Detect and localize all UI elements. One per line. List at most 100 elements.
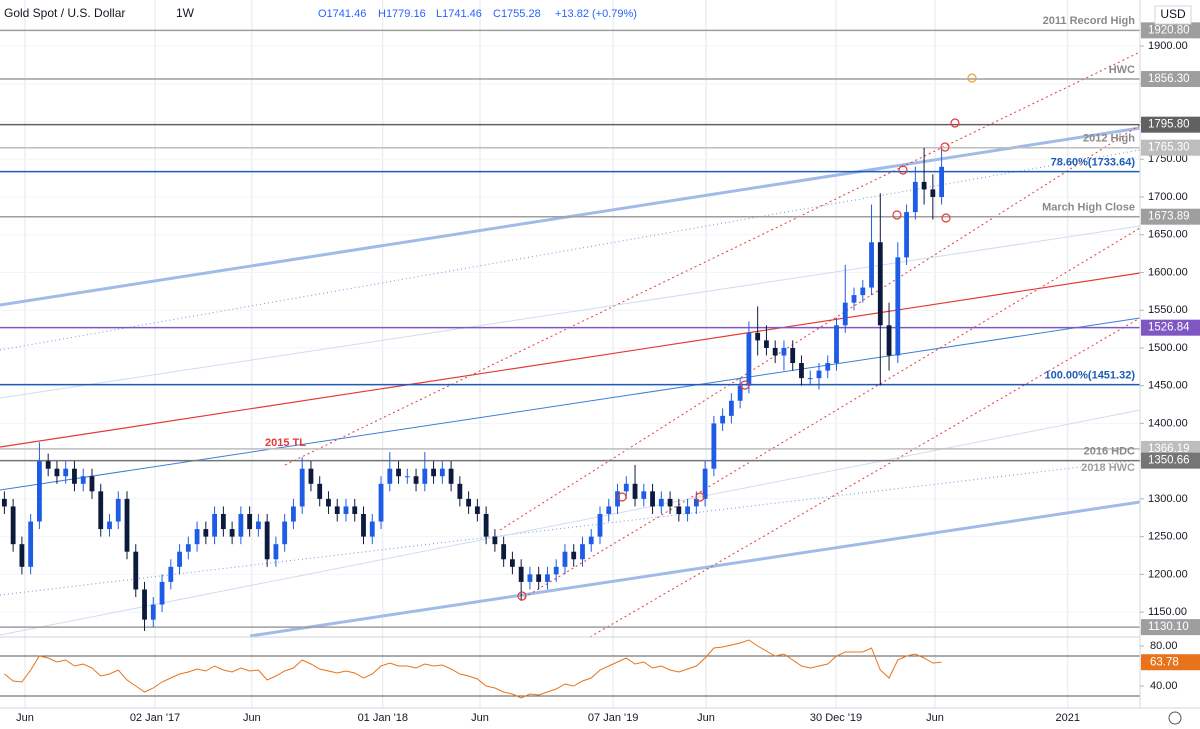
candle-body [404,476,410,478]
candle-body [851,295,857,303]
candle-body [650,491,655,507]
currency: USD [1160,7,1186,21]
candle-body [115,498,121,522]
level-box [1141,116,1200,133]
candle-body [781,347,787,356]
candle-body [45,461,51,469]
ohlc-open: O1741.46 [318,8,366,20]
x-tick-label: Jun [243,712,261,724]
candle-body [790,347,796,364]
candle-body [728,400,734,416]
candle-body [536,574,542,582]
y-tick-label: 1700.00 [1148,191,1188,203]
marker [941,213,951,223]
channel-line [0,225,1141,399]
candle-body [571,551,577,560]
candle-body [904,212,909,258]
rsi-tick-label: 80.00 [1150,640,1178,652]
candle-body [658,498,664,507]
axes: Jun 02 Jan '17 Jun 01 Jan '18 Jun 07 Jan '19 J… [16,22,1200,724]
level-label: 1765.30 [1148,142,1190,154]
level-note: 78.60%(1733.64) [1051,157,1136,169]
x-tick-label: Jun [471,712,489,724]
y-tick-label: 1900.00 [1148,40,1188,52]
marker [892,210,902,220]
candle-body [378,483,384,522]
level-box [1141,71,1200,88]
candle-body [229,529,235,537]
candle-body [72,468,77,484]
candle-body [220,513,226,530]
candle-body [492,536,498,545]
grid [0,0,1140,708]
x-tick-label: 2021 [1055,712,1079,724]
candle-body [1,498,7,507]
marker [617,492,627,502]
level-note: 100.00%(1451.32) [1044,370,1135,382]
candle-body [80,476,86,484]
candle-body [413,476,419,484]
settings-icon[interactable] [1168,711,1182,725]
candle-body [142,589,147,620]
level-label: 1920.80 [1148,24,1190,36]
candle-body [439,468,445,477]
rsi-value-label: 63.78 [1150,656,1179,668]
candle-body [641,491,647,499]
candle-body [746,332,752,386]
candle-body [37,461,42,522]
candle-body [623,483,629,492]
trend-line [0,272,1141,448]
candle-body [562,551,568,567]
level-note: March High Close [1042,202,1135,214]
candle-body [308,468,314,484]
candle-body [387,468,393,484]
candle-body [422,468,428,484]
x-tick-label: Jun [16,712,34,724]
ohlc-high: H1779.16 [378,8,426,20]
marker [898,165,908,175]
candle-body [685,506,690,514]
candle-body [588,536,594,545]
symbol: Gold Spot / U.S. Dollar [4,6,125,20]
y-tick-label: 1550.00 [1148,304,1188,316]
candle-body [877,242,883,326]
rsi-line [4,639,942,699]
candle-body [518,566,524,582]
candle-body [63,468,69,477]
ohlc-low: L1741.46 [436,8,482,20]
candle-body [10,506,16,545]
candle-body [361,513,366,537]
candle-body [326,498,331,507]
interval: 1W [176,6,195,20]
marker [940,142,950,152]
candle-body [273,544,279,560]
candle-body [799,363,804,379]
candle-body [291,506,296,522]
candle-body [474,506,480,514]
channel-line [0,149,1141,351]
candle-body [185,544,191,552]
level-note: 2011 Record High [1043,15,1136,27]
ohlc-close: C1755.28 [493,8,541,20]
candle-body [921,181,927,190]
candle-body [755,332,761,341]
level-note: 2012 High [1083,133,1135,145]
candle-body [98,491,104,530]
candle-body [545,574,550,582]
y-tick-label: 1500.00 [1148,342,1188,354]
level-label: 1795.80 [1148,119,1190,131]
candle-body [693,498,699,507]
candle-body [869,242,874,288]
candle-body [334,506,340,514]
candle-body [825,363,831,371]
level-label: 1350.66 [1148,455,1190,467]
candle-body [597,513,603,537]
level-label: 1130.10 [1148,621,1189,633]
marker [695,492,705,502]
candle-body [702,468,708,499]
candle-body [159,581,165,605]
level-box [1141,208,1200,225]
y-tick-label: 1150.00 [1148,606,1187,618]
